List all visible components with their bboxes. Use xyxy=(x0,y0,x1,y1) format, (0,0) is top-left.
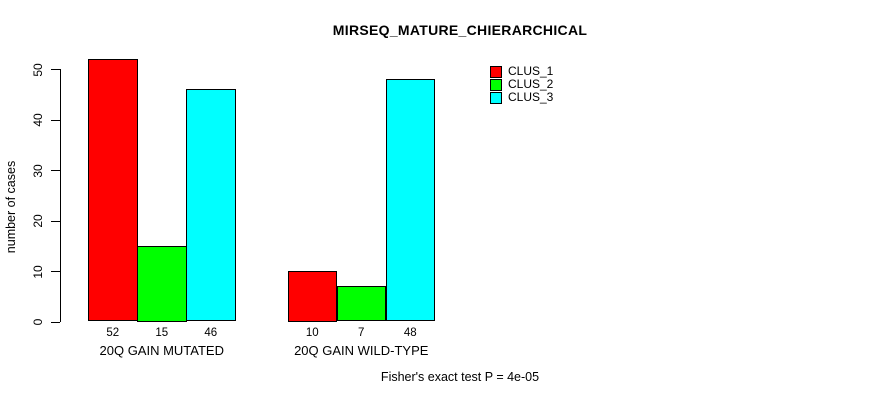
y-axis-label: number of cases xyxy=(4,160,18,254)
y-axis-line xyxy=(60,69,61,322)
legend-label: CLUS_3 xyxy=(508,90,554,104)
chart-title: MIRSEQ_MATURE_CHIERARCHICAL xyxy=(332,22,588,38)
legend-swatch-clus_3 xyxy=(490,91,502,104)
legend-label: CLUS_1 xyxy=(508,64,554,78)
y-tick xyxy=(51,170,60,171)
y-tick xyxy=(51,69,60,70)
x-category-label: 20Q GAIN WILD-TYPE xyxy=(294,342,429,358)
y-tick-label: 20 xyxy=(31,214,45,228)
legend-swatch-clus_1 xyxy=(490,65,502,78)
legend-swatch-clus_2 xyxy=(490,78,502,91)
legend-item: CLUS_3 xyxy=(490,91,553,104)
bar-clus_2-group2 xyxy=(336,286,386,322)
bar-value-label: 48 xyxy=(403,326,417,339)
y-tick xyxy=(51,271,60,272)
y-tick xyxy=(51,220,60,222)
legend: CLUS_1 CLUS_2 CLUS_3 xyxy=(490,65,553,104)
y-tick-label: 30 xyxy=(31,163,45,178)
bar-value-label: 15 xyxy=(155,326,169,339)
bar-clus_2-group1 xyxy=(137,245,187,322)
bar-value-label: 52 xyxy=(106,326,120,339)
legend-label: CLUS_2 xyxy=(508,77,554,91)
bar-clus_3-group2 xyxy=(385,79,435,322)
bar-clus_3-group1 xyxy=(186,89,236,322)
y-tick-label: 40 xyxy=(31,113,45,127)
bar-clus_1-group2 xyxy=(287,271,337,322)
bar-value-label: 7 xyxy=(358,326,365,339)
y-tick xyxy=(51,119,60,121)
y-tick-label: 50 xyxy=(31,62,45,77)
bar-clus_1-group1 xyxy=(88,58,138,322)
bar-value-label: 46 xyxy=(204,326,218,339)
y-tick xyxy=(51,321,60,323)
y-tick-label: 10 xyxy=(31,264,45,279)
legend-item: CLUS_2 xyxy=(490,78,553,91)
y-tick-label: 0 xyxy=(31,318,45,326)
stat-caption: Fisher's exact test P = 4e-05 xyxy=(380,370,540,384)
legend-item: CLUS_1 xyxy=(490,65,553,78)
x-category-label: 20Q GAIN MUTATED xyxy=(99,342,224,358)
bar-value-label: 10 xyxy=(305,326,319,339)
